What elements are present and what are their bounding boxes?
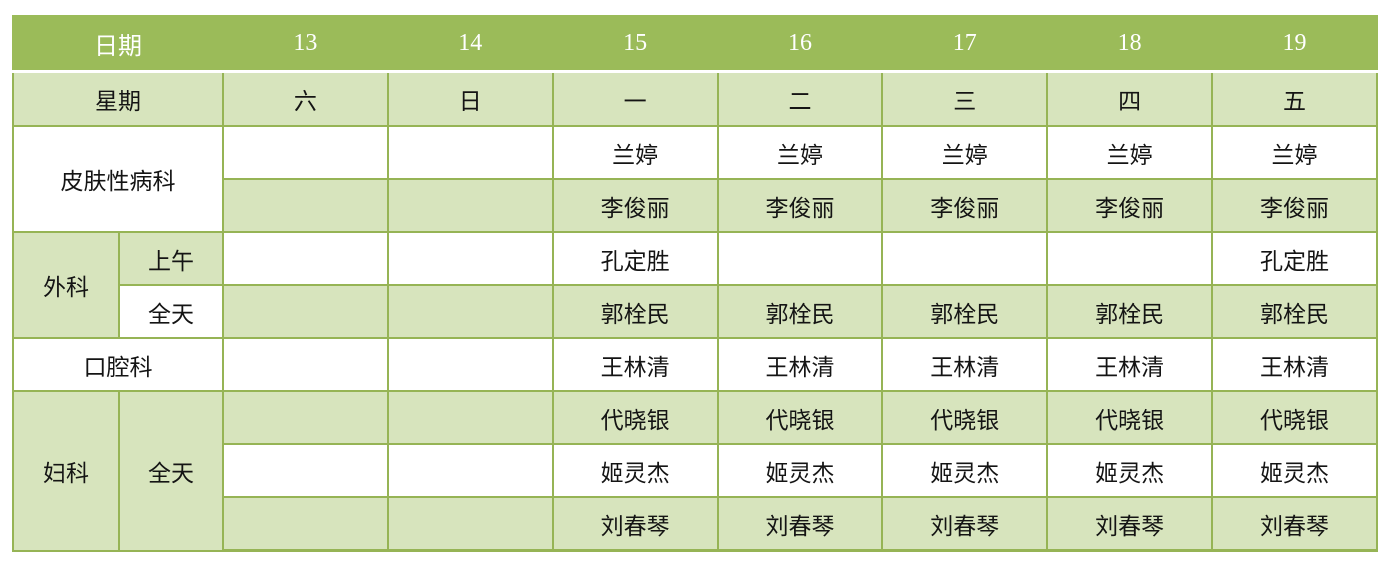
- surgery-allday-row: 全天 郭栓民 郭栓民 郭栓民 郭栓民 郭栓民: [13, 284, 1378, 339]
- dermatology-row-2: 李俊丽 李俊丽 李俊丽 李俊丽 李俊丽: [13, 178, 1378, 233]
- schedule-cell: [222, 231, 389, 286]
- schedule-cell: 兰婷: [1046, 125, 1214, 180]
- schedule-cell: [222, 125, 389, 180]
- schedule-cell: 代晓银: [551, 390, 719, 445]
- schedule-cell: [881, 231, 1049, 286]
- schedule-cell: 兰婷: [881, 125, 1049, 180]
- date-cell: 16: [716, 15, 884, 73]
- schedule-cell: [222, 496, 389, 552]
- schedule-cell: 郭栓民: [1046, 284, 1214, 339]
- schedule-cell: 郭栓民: [716, 284, 884, 339]
- schedule-cell: 李俊丽: [1211, 178, 1378, 233]
- dental-row: 口腔科 王林清 王林清 王林清 王林清 王林清: [12, 337, 1378, 392]
- schedule-cell: 郭栓民: [551, 284, 719, 339]
- schedule-cell: [222, 390, 389, 445]
- weekday-cell: 六: [222, 70, 389, 127]
- schedule-cell: 刘春琴: [881, 496, 1049, 552]
- dept-label-gynecology: 妇科: [12, 390, 120, 552]
- dept-label-dermatology: 皮肤性病科: [12, 125, 224, 233]
- schedule-cell: 王林清: [1211, 337, 1378, 392]
- gynecology-row-2: 姬灵杰 姬灵杰 姬灵杰 姬灵杰 姬灵杰: [13, 443, 1378, 498]
- schedule-cell: [386, 284, 554, 339]
- schedule-cell: 李俊丽: [1046, 178, 1214, 233]
- schedule-cell: [386, 125, 554, 180]
- schedule-cell: [386, 390, 554, 445]
- date-header-row: 日期 13 14 15 16 17 18 19: [12, 15, 1378, 73]
- time-label-gyn-allday: 全天: [118, 390, 224, 552]
- schedule-cell: [222, 284, 389, 339]
- schedule-cell: [386, 337, 554, 392]
- schedule-cell: 代晓银: [716, 390, 884, 445]
- schedule-cell: 郭栓民: [881, 284, 1049, 339]
- schedule-cell: 李俊丽: [551, 178, 719, 233]
- schedule-cell: 兰婷: [1211, 125, 1378, 180]
- schedule-cell: 李俊丽: [716, 178, 884, 233]
- schedule-cell: [1046, 231, 1214, 286]
- schedule-cell: 代晓银: [1211, 390, 1378, 445]
- schedule-cell: 姬灵杰: [716, 443, 884, 498]
- time-label-morning: 上午: [118, 231, 224, 286]
- weekday-cell: 四: [1046, 70, 1214, 127]
- schedule-cell: [716, 231, 884, 286]
- time-label-allday: 全天: [118, 284, 224, 339]
- schedule-cell: 刘春琴: [716, 496, 884, 552]
- schedule-cell: 王林清: [1046, 337, 1214, 392]
- schedule-cell: 孔定胜: [551, 231, 719, 286]
- weekday-cell: 日: [386, 70, 554, 127]
- schedule-cell: 王林清: [881, 337, 1049, 392]
- weekday-cell: 五: [1211, 70, 1378, 127]
- schedule-cell: 郭栓民: [1211, 284, 1378, 339]
- schedule-cell: [386, 231, 554, 286]
- dermatology-row-1: 皮肤性病科 兰婷 兰婷 兰婷 兰婷 兰婷: [12, 125, 1378, 233]
- date-cell: 15: [551, 15, 719, 73]
- date-cell: 17: [881, 15, 1049, 73]
- schedule-cell: [222, 443, 389, 498]
- schedule-cell: 姬灵杰: [1046, 443, 1214, 498]
- weekday-cell: 一: [551, 70, 719, 127]
- schedule-cell: 王林清: [716, 337, 884, 392]
- gynecology-row-3: 刘春琴 刘春琴 刘春琴 刘春琴 刘春琴: [13, 496, 1378, 552]
- weekday-cell: 三: [881, 70, 1049, 127]
- schedule-cell: 兰婷: [551, 125, 719, 180]
- schedule-cell: [386, 496, 554, 552]
- gynecology-row-1: 妇科 全天 代晓银 代晓银 代晓银 代晓银 代晓银: [12, 390, 1378, 552]
- date-cell: 14: [386, 15, 554, 73]
- schedule-cell: 刘春琴: [1046, 496, 1214, 552]
- duty-schedule-table: 日期 13 14 15 16 17 18 19 星期 六 日 一 二 三 四 五…: [12, 15, 1378, 552]
- week-label: 星期: [12, 70, 224, 127]
- schedule-cell: 姬灵杰: [551, 443, 719, 498]
- schedule-cell: 刘春琴: [1211, 496, 1378, 552]
- date-cell: 19: [1211, 15, 1378, 73]
- schedule-cell: 代晓银: [881, 390, 1049, 445]
- schedule-cell: 兰婷: [716, 125, 884, 180]
- date-cell: 13: [222, 15, 389, 73]
- week-row: 星期 六 日 一 二 三 四 五: [12, 70, 1378, 127]
- date-cell: 18: [1046, 15, 1214, 73]
- schedule-cell: [222, 178, 389, 233]
- date-label: 日期: [12, 15, 224, 73]
- schedule-cell: [386, 178, 554, 233]
- schedule-cell: 代晓银: [1046, 390, 1214, 445]
- schedule-cell: 王林清: [551, 337, 719, 392]
- schedule-cell: 姬灵杰: [881, 443, 1049, 498]
- surgery-morning-row: 外科 上午 孔定胜 孔定胜: [12, 231, 1378, 339]
- schedule-cell: 刘春琴: [551, 496, 719, 552]
- schedule-cell: [386, 443, 554, 498]
- schedule-cell: 李俊丽: [881, 178, 1049, 233]
- dept-label-surgery: 外科: [12, 231, 120, 339]
- weekday-cell: 二: [716, 70, 884, 127]
- schedule-cell: [222, 337, 389, 392]
- schedule-cell: 姬灵杰: [1211, 443, 1378, 498]
- dept-label-dental: 口腔科: [12, 337, 224, 392]
- schedule-cell: 孔定胜: [1211, 231, 1378, 286]
